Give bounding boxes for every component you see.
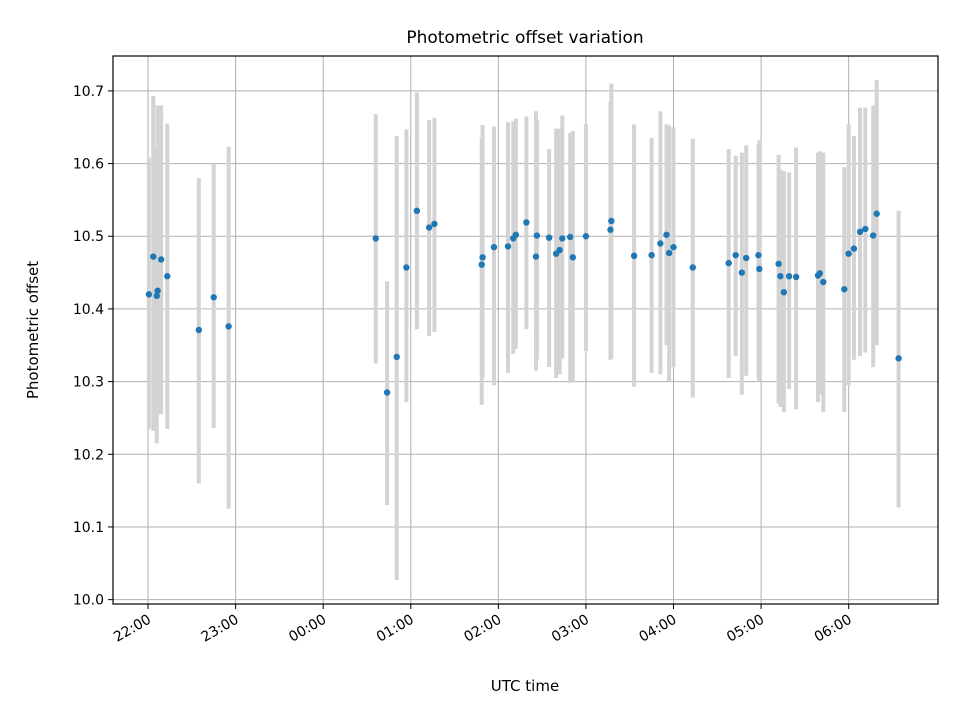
data-point <box>856 228 864 236</box>
data-point <box>150 253 157 260</box>
data-point <box>657 240 664 247</box>
error-bars <box>146 79 901 581</box>
data-point <box>775 260 782 268</box>
data-point <box>648 251 655 259</box>
x-tick-label: 04:00 <box>637 612 680 646</box>
data-point <box>425 224 433 231</box>
data-point <box>608 217 615 225</box>
data-point <box>145 291 153 298</box>
data-point <box>545 234 553 241</box>
data-point <box>532 253 540 260</box>
y-axis-label: Photometric offset <box>24 261 42 399</box>
y-tick-label: 10.5 <box>73 229 104 245</box>
data-point <box>780 289 788 296</box>
data-point <box>372 235 379 242</box>
data-point <box>569 254 576 261</box>
y-tick-label: 10.2 <box>73 447 104 463</box>
data-point <box>523 219 530 226</box>
data-point <box>157 256 165 263</box>
data-point <box>841 286 848 293</box>
y-tick-label: 10.1 <box>73 520 104 536</box>
x-tick-label: 03:00 <box>549 612 592 646</box>
data-point <box>431 220 438 228</box>
chart-title: Photometric offset variation <box>406 28 643 48</box>
data-point <box>566 233 574 241</box>
data-point <box>792 273 800 281</box>
data-point <box>582 233 590 240</box>
data-point <box>777 273 784 280</box>
data-point <box>607 226 614 233</box>
x-tick-label: 06:00 <box>812 612 855 646</box>
data-point <box>478 261 485 268</box>
data-point <box>738 269 746 276</box>
data-point <box>670 243 677 251</box>
data-point <box>153 292 160 300</box>
data-point <box>785 273 793 280</box>
data-point <box>533 232 541 239</box>
x-tick-label: 01:00 <box>374 612 417 646</box>
data-point <box>873 210 880 217</box>
y-tick-label: 10.7 <box>73 84 104 100</box>
data-point <box>154 287 161 294</box>
plot-area-frame <box>112 55 939 605</box>
x-tick-label: 05:00 <box>724 612 767 646</box>
data-point <box>630 252 638 260</box>
data-point <box>755 251 762 259</box>
data-point <box>556 246 563 254</box>
x-axis-label: UTC time <box>491 677 559 695</box>
data-point <box>512 231 520 238</box>
data-points <box>145 207 902 396</box>
data-point <box>195 326 203 334</box>
data-point <box>816 270 823 277</box>
y-tick-label: 10.0 <box>73 593 104 609</box>
data-point <box>403 264 410 271</box>
data-point <box>743 254 750 262</box>
data-point <box>820 278 827 286</box>
data-point <box>862 225 869 233</box>
data-point <box>665 249 673 257</box>
data-point <box>869 232 877 239</box>
data-point <box>210 294 217 301</box>
data-point <box>895 355 902 362</box>
data-point <box>559 235 566 242</box>
x-tick-label: 00:00 <box>286 612 329 646</box>
x-tick-label: 22:00 <box>111 612 154 646</box>
x-tick-label: 02:00 <box>461 612 504 646</box>
data-point <box>393 353 400 361</box>
data-point <box>689 264 696 271</box>
data-point <box>490 243 498 251</box>
y-tick-label: 10.6 <box>73 157 104 173</box>
data-point <box>663 231 670 238</box>
data-point <box>850 245 858 252</box>
data-point <box>164 273 171 280</box>
data-point <box>845 250 852 257</box>
y-tick-label: 10.4 <box>73 302 104 318</box>
y-tick-label: 10.3 <box>73 375 104 391</box>
data-point <box>725 259 732 267</box>
data-point <box>504 243 512 250</box>
data-point <box>413 207 421 215</box>
data-point <box>225 323 232 330</box>
data-point <box>383 389 391 396</box>
data-point <box>756 265 763 273</box>
data-point <box>479 254 486 261</box>
data-point <box>732 251 739 259</box>
x-tick-label: 23:00 <box>199 612 242 646</box>
